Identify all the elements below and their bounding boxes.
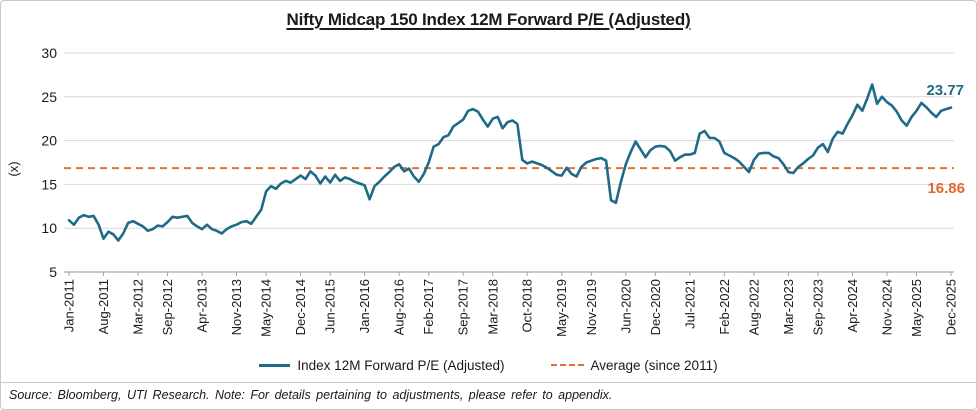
plot-area: 5 10 15 20 25 30 Jan-2011 Aug-2011 Mar-2012 Sep-… bbox=[6, 45, 965, 337]
x-tick-label: May-2025 bbox=[909, 279, 924, 337]
x-tick-label: Nov-2019 bbox=[584, 279, 599, 335]
pe-line-path bbox=[67, 83, 953, 242]
x-tick-label: Sep-2017 bbox=[456, 279, 471, 335]
series-line bbox=[67, 83, 953, 242]
footer-divider bbox=[1, 382, 976, 383]
legend-item-average: Average (since 2011) bbox=[550, 357, 718, 373]
x-tick-label: Sep-2012 bbox=[160, 279, 175, 335]
x-tick-label: Oct-2018 bbox=[520, 279, 535, 332]
x-tick-label: Dec-2025 bbox=[944, 279, 959, 335]
x-axis-tick-labels: Jan-2011 Aug-2011 Mar-2012 Sep-2012 Apr-2013… bbox=[62, 272, 959, 337]
x-tick-label: Apr-2024 bbox=[845, 279, 860, 332]
series-line-swatch bbox=[259, 363, 291, 367]
last-value-label: 23.77 bbox=[926, 82, 964, 99]
y-axis-title: (x) bbox=[6, 161, 21, 176]
x-tick-label: Mar-2012 bbox=[130, 279, 145, 335]
legend: Index 12M Forward P/E (Adjusted) Average… bbox=[1, 353, 976, 377]
legend-item-series: Index 12M Forward P/E (Adjusted) bbox=[259, 357, 505, 373]
y-tick-label: 25 bbox=[41, 89, 57, 105]
y-tick-label: 30 bbox=[41, 45, 57, 61]
x-tick-label: Jan-2016 bbox=[357, 279, 372, 333]
x-tick-label: Sep-2023 bbox=[810, 279, 825, 335]
x-tick-label: Apr-2013 bbox=[195, 279, 210, 332]
y-tick-label: 5 bbox=[49, 264, 57, 280]
x-tick-label: Aug-2011 bbox=[96, 279, 111, 334]
x-tick-label: May-2019 bbox=[554, 279, 569, 337]
y-tick-label: 20 bbox=[41, 133, 57, 149]
gridlines bbox=[64, 52, 954, 273]
average-dash-swatch bbox=[550, 364, 584, 366]
x-tick-label: Jun-2015 bbox=[323, 279, 338, 333]
x-tick-label: Feb-2022 bbox=[717, 279, 732, 335]
x-tick-label: May-2014 bbox=[259, 279, 274, 337]
y-tick-label: 10 bbox=[41, 220, 57, 236]
x-tick-label: Dec-2020 bbox=[648, 279, 663, 335]
legend-label-average: Average (since 2011) bbox=[590, 357, 718, 373]
x-tick-label: Dec-2014 bbox=[293, 279, 308, 335]
x-tick-label: Mar-2023 bbox=[781, 279, 796, 335]
chart-title: Nifty Midcap 150 Index 12M Forward P/E (… bbox=[286, 10, 691, 29]
y-tick-label: 15 bbox=[41, 176, 57, 192]
x-tick-label: Jul-2021 bbox=[682, 279, 697, 329]
y-axis-tick-labels: 5 10 15 20 25 30 bbox=[41, 45, 57, 280]
source-note: Source: Bloomberg, UTI Research. Note: F… bbox=[9, 388, 613, 402]
x-tick-label: Jun-2020 bbox=[618, 279, 633, 333]
legend-label-series: Index 12M Forward P/E (Adjusted) bbox=[297, 357, 505, 373]
x-tick-label: Mar-2018 bbox=[485, 279, 500, 335]
average-value-label: 16.86 bbox=[927, 180, 965, 197]
x-tick-label: Jan-2011 bbox=[62, 279, 77, 332]
x-tick-label: Feb-2017 bbox=[421, 279, 436, 335]
x-tick-label: Nov-2024 bbox=[879, 279, 894, 335]
x-tick-label: Aug-2016 bbox=[392, 279, 407, 335]
x-tick-label: Aug-2022 bbox=[746, 279, 761, 335]
x-tick-label: Nov-2013 bbox=[229, 279, 244, 335]
